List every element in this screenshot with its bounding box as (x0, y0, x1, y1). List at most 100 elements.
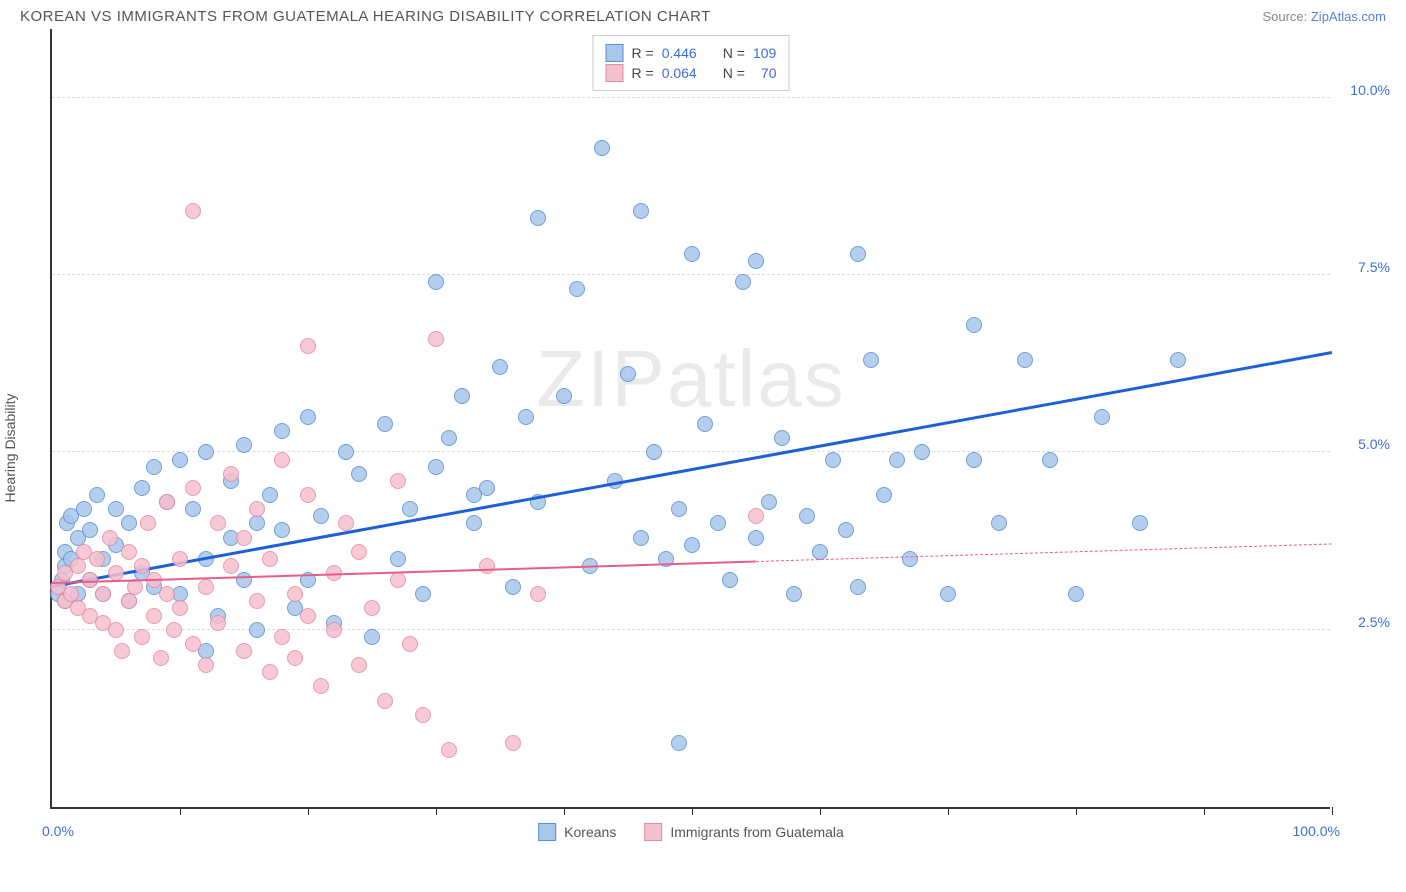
data-point-koreans (825, 452, 841, 468)
data-point-koreans (274, 522, 290, 538)
data-point-guatemala (249, 501, 265, 517)
data-point-guatemala (198, 657, 214, 673)
data-point-koreans (991, 515, 1007, 531)
data-point-guatemala (364, 600, 380, 616)
correlation-stats-box: R = 0.446 N = 109 R = 0.064 N = 70 (593, 35, 790, 91)
data-point-koreans (185, 501, 201, 517)
legend-swatch-pink (644, 823, 662, 841)
data-point-koreans (914, 444, 930, 460)
data-point-guatemala (274, 452, 290, 468)
data-point-guatemala (351, 657, 367, 673)
data-point-koreans (850, 579, 866, 595)
data-point-koreans (121, 515, 137, 531)
data-point-guatemala (108, 565, 124, 581)
data-point-koreans (466, 487, 482, 503)
data-point-koreans (889, 452, 905, 468)
data-point-guatemala (262, 664, 278, 680)
data-point-koreans (722, 572, 738, 588)
data-point-guatemala (121, 544, 137, 560)
data-point-guatemala (185, 203, 201, 219)
data-point-guatemala (402, 636, 418, 652)
data-point-koreans (518, 409, 534, 425)
data-point-koreans (82, 522, 98, 538)
data-point-koreans (338, 444, 354, 460)
data-point-guatemala (441, 742, 457, 758)
data-point-guatemala (505, 735, 521, 751)
data-point-koreans (1017, 352, 1033, 368)
scatter-plot: ZIPatlas R = 0.446 N = 109 R = 0.064 N =… (50, 29, 1330, 809)
data-point-koreans (262, 487, 278, 503)
data-point-koreans (351, 466, 367, 482)
data-point-guatemala (313, 678, 329, 694)
data-point-guatemala (287, 650, 303, 666)
data-point-guatemala (70, 558, 86, 574)
data-point-guatemala (390, 572, 406, 588)
data-point-guatemala (377, 693, 393, 709)
stats-row-koreans: R = 0.446 N = 109 (606, 44, 777, 62)
data-point-guatemala (159, 494, 175, 510)
data-point-koreans (646, 444, 662, 460)
watermark: ZIPatlas (536, 333, 845, 425)
y-tick-label: 10.0% (1350, 82, 1390, 98)
data-point-koreans (633, 530, 649, 546)
data-point-koreans (441, 430, 457, 446)
data-point-guatemala (198, 579, 214, 595)
y-axis-label: Hearing Disability (2, 394, 18, 503)
data-point-koreans (966, 452, 982, 468)
trendline-guatemala-extrapolated (756, 544, 1332, 563)
data-point-guatemala (262, 551, 278, 567)
data-point-guatemala (415, 707, 431, 723)
data-point-koreans (735, 274, 751, 290)
data-point-koreans (966, 317, 982, 333)
x-tick (692, 807, 693, 815)
data-point-koreans (1170, 352, 1186, 368)
data-point-guatemala (185, 636, 201, 652)
legend-item-koreans: Koreans (538, 823, 616, 841)
stats-row-guatemala: R = 0.064 N = 70 (606, 64, 777, 82)
data-point-koreans (569, 281, 585, 297)
data-point-guatemala (108, 622, 124, 638)
data-point-koreans (594, 140, 610, 156)
data-point-koreans (364, 629, 380, 645)
data-point-koreans (492, 359, 508, 375)
data-point-koreans (76, 501, 92, 517)
data-point-koreans (377, 416, 393, 432)
data-point-guatemala (249, 593, 265, 609)
gridline (52, 274, 1330, 275)
y-tick-label: 7.5% (1358, 259, 1390, 275)
data-point-koreans (454, 388, 470, 404)
data-point-koreans (863, 352, 879, 368)
data-point-koreans (89, 487, 105, 503)
x-tick (820, 807, 821, 815)
data-point-koreans (761, 494, 777, 510)
data-point-koreans (313, 508, 329, 524)
data-point-koreans (671, 501, 687, 517)
data-point-koreans (274, 423, 290, 439)
y-tick-label: 2.5% (1358, 614, 1390, 630)
data-point-koreans (556, 388, 572, 404)
data-point-koreans (1132, 515, 1148, 531)
data-point-koreans (198, 444, 214, 460)
x-axis-max-label: 100.0% (1293, 823, 1340, 839)
source-link[interactable]: ZipAtlas.com (1311, 9, 1386, 24)
data-point-koreans (902, 551, 918, 567)
data-point-koreans (428, 459, 444, 475)
data-point-koreans (710, 515, 726, 531)
data-point-koreans (1094, 409, 1110, 425)
legend-swatch-blue (538, 823, 556, 841)
data-point-koreans (530, 210, 546, 226)
data-point-guatemala (172, 551, 188, 567)
data-point-guatemala (153, 650, 169, 666)
data-point-guatemala (95, 586, 111, 602)
data-point-koreans (748, 253, 764, 269)
data-point-guatemala (140, 515, 156, 531)
data-point-guatemala (121, 593, 137, 609)
x-tick (1204, 807, 1205, 815)
data-point-koreans (415, 586, 431, 602)
x-tick (180, 807, 181, 815)
data-point-koreans (390, 551, 406, 567)
data-point-koreans (876, 487, 892, 503)
data-point-guatemala (530, 586, 546, 602)
x-tick (1332, 807, 1333, 815)
data-point-guatemala (146, 608, 162, 624)
